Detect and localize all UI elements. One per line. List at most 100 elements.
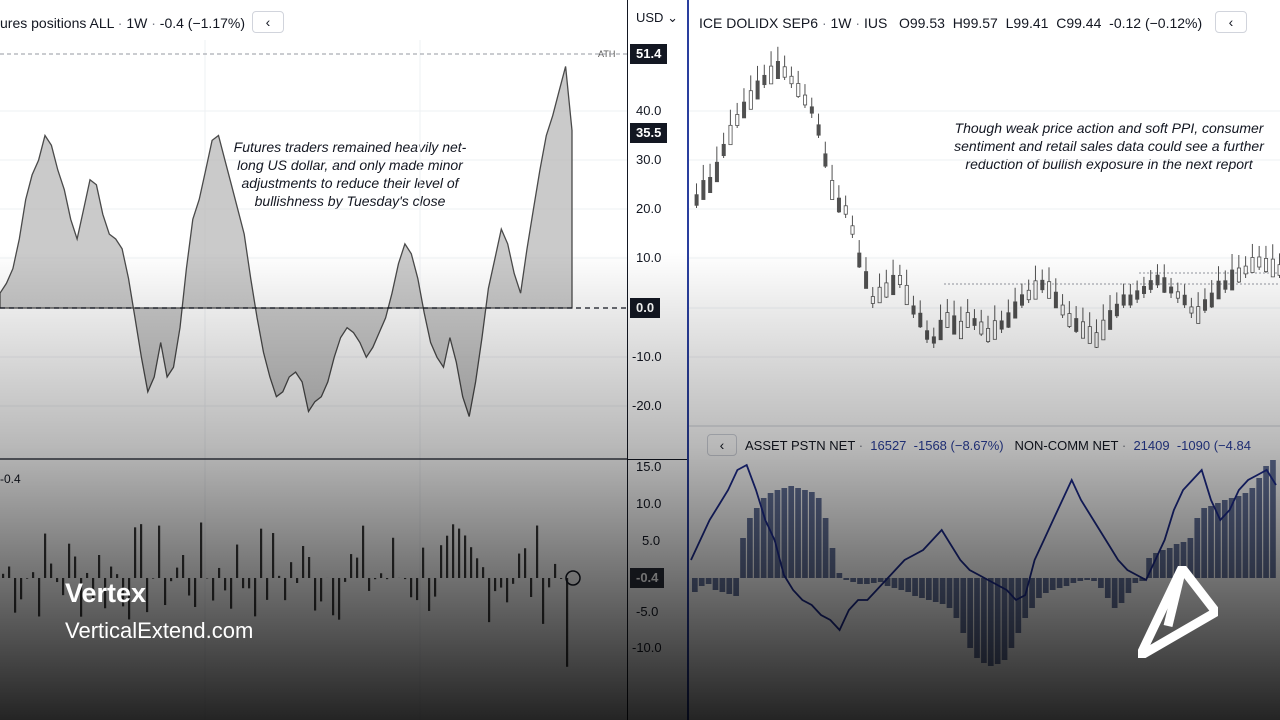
ath-price-tag: 51.4	[630, 44, 668, 64]
axis-tick: 30.0	[636, 152, 662, 167]
histogram-bar	[140, 524, 143, 578]
histogram-bar	[260, 528, 263, 578]
candle-body	[694, 194, 699, 206]
indicator-bar	[1256, 478, 1263, 578]
candle-body	[877, 286, 882, 304]
histogram-bar	[464, 535, 467, 578]
histogram-bar	[254, 578, 257, 617]
histogram-bar	[554, 563, 557, 578]
candle-body	[1223, 280, 1228, 290]
histogram-bar	[542, 578, 545, 624]
histogram-bar	[68, 543, 71, 578]
histogram-bar	[14, 578, 17, 613]
candle-body	[1175, 291, 1180, 299]
axis-tick: -10.0	[632, 349, 662, 364]
histogram-bar	[392, 537, 395, 578]
indicator-bar	[864, 578, 870, 584]
candle-body	[714, 161, 719, 183]
axis-tick: 10.0	[636, 250, 662, 265]
histogram-bar	[386, 578, 389, 580]
indicator-bar	[974, 578, 980, 658]
candle-body	[972, 318, 977, 326]
sub-axis-tick: -10.0	[632, 640, 662, 655]
histogram-bar	[170, 578, 173, 582]
candle-body	[836, 197, 841, 213]
candle-body	[1189, 306, 1194, 314]
indicator-bar	[726, 578, 733, 594]
indicator-bar	[905, 578, 912, 592]
indicator-bar	[1084, 578, 1090, 580]
candle-body	[965, 312, 970, 328]
candle-body	[979, 321, 984, 335]
indicator-bar	[1070, 578, 1077, 583]
histogram-bar	[314, 578, 317, 611]
histogram-bar	[428, 578, 431, 611]
candle-body	[938, 319, 943, 341]
indicator-bar	[1008, 578, 1015, 648]
indicator-bar	[815, 498, 822, 578]
histogram-bar	[164, 578, 167, 606]
histogram-bar	[20, 578, 23, 600]
candle-body	[803, 94, 808, 106]
left-chart-canvas[interactable]	[0, 0, 627, 720]
candle-body	[742, 101, 747, 119]
indicator-bar	[981, 578, 987, 663]
candle-body	[1257, 256, 1262, 268]
histogram-bar	[524, 548, 527, 578]
candle-body	[1040, 279, 1045, 291]
indicator-bar	[1263, 466, 1269, 578]
histogram-bar	[44, 533, 47, 578]
indicator-bar	[788, 486, 795, 578]
histogram-bar	[56, 578, 59, 583]
candle-body	[1067, 313, 1072, 327]
indicator-bar	[919, 578, 925, 598]
histogram-bar	[290, 562, 293, 578]
histogram-bar	[344, 578, 347, 582]
candle-body	[1006, 312, 1011, 328]
indicator-bar	[1235, 496, 1242, 578]
candle-body	[1169, 286, 1174, 294]
candle-body	[769, 65, 774, 85]
sub-axis-tick: 15.0	[636, 459, 662, 474]
indicator-bar	[932, 578, 939, 602]
histogram-bar	[182, 555, 185, 578]
candle-body	[918, 312, 923, 328]
histogram-bar	[446, 535, 449, 578]
candle-body	[755, 80, 760, 100]
candle-body	[1270, 258, 1275, 278]
histogram-bar	[362, 525, 365, 578]
left-price-axis[interactable]: USD ⌄ 40.0 30.0 20.0 10.0 -10.0 -20.0 51…	[627, 0, 688, 720]
candle-body	[1094, 332, 1099, 348]
candle-body	[952, 315, 957, 335]
brand-name: Vertex	[65, 578, 147, 608]
positions-area	[0, 66, 573, 417]
histogram-bar	[482, 567, 485, 578]
histogram-bar	[74, 556, 77, 578]
sub-last-tag: -0.4	[630, 568, 665, 588]
candle-body	[1243, 265, 1248, 275]
indicator-bar	[850, 578, 856, 582]
histogram-bar	[548, 578, 551, 588]
candle-body	[1182, 294, 1187, 306]
histogram-bar	[200, 522, 203, 578]
indicator-bar	[1029, 578, 1035, 608]
candle-body	[945, 312, 950, 328]
candle-body	[857, 252, 862, 268]
axis-tick: 40.0	[636, 103, 662, 118]
histogram-bar	[434, 578, 437, 597]
indicator-collapse-button[interactable]: ‹	[707, 434, 737, 456]
candle-body	[708, 176, 713, 194]
indicator-bar	[898, 578, 905, 590]
currency-selector[interactable]: USD ⌄	[636, 10, 678, 25]
histogram-bar	[38, 578, 41, 617]
indicator-bar	[747, 518, 753, 578]
indicator-bar	[912, 578, 918, 596]
candle-body	[999, 320, 1004, 330]
candle-body	[1264, 258, 1269, 272]
candle-body	[1074, 318, 1079, 332]
histogram-bar	[8, 566, 11, 578]
left-chart-pane[interactable]: ures positions ALL · 1W · -0.4 (−1.17%) …	[0, 0, 627, 720]
brand-url[interactable]: VerticalExtend.com	[65, 618, 254, 643]
histogram-bar	[218, 567, 221, 578]
indicator-bar	[836, 573, 843, 578]
